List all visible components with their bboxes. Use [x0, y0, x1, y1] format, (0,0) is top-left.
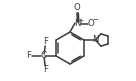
Text: C: C — [41, 52, 47, 61]
Text: O: O — [74, 3, 80, 12]
Text: F: F — [43, 66, 48, 75]
Text: F: F — [26, 52, 31, 61]
Text: O: O — [88, 19, 94, 28]
Text: +: + — [78, 18, 84, 24]
Text: N: N — [74, 19, 81, 28]
Text: N: N — [92, 35, 99, 44]
Text: −: − — [92, 17, 99, 23]
Text: F: F — [43, 38, 48, 46]
